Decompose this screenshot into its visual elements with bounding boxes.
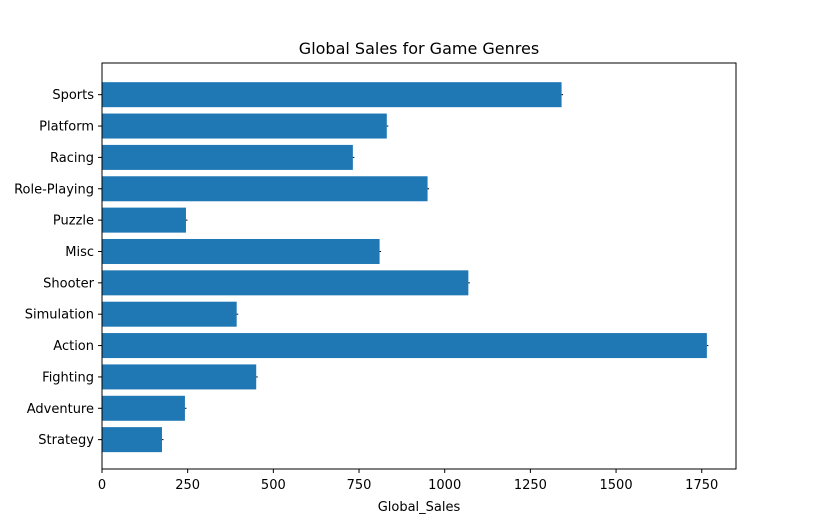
- y-tick-label-fighting: Fighting: [42, 370, 94, 385]
- y-tick-label-sports: Sports: [52, 88, 94, 103]
- y-tick-label-simulation: Simulation: [25, 308, 94, 323]
- y-tick-label-racing: Racing: [50, 151, 94, 166]
- y-tick-label-misc: Misc: [65, 245, 94, 260]
- x-tick-label: 1750: [685, 478, 718, 493]
- x-tick-label: 1000: [428, 478, 461, 493]
- y-tick-label-action: Action: [53, 339, 94, 354]
- x-tick-label: 0: [98, 478, 106, 493]
- y-tick-label-role-playing: Role-Playing: [14, 182, 94, 197]
- y-axis: Sports Platform Racing Role-Playing Puzzle Mi…: [14, 88, 102, 448]
- y-tick-label-platform: Platform: [39, 120, 94, 135]
- bar-misc: [102, 238, 380, 264]
- x-tick-label: 1500: [600, 478, 633, 493]
- x-tick-label: 250: [175, 478, 200, 493]
- y-tick-label-adventure: Adventure: [27, 402, 94, 417]
- x-tick-label: 750: [347, 478, 372, 493]
- bar-shooter: [102, 270, 469, 296]
- bar-action: [102, 333, 707, 359]
- plot-frame: [101, 62, 737, 470]
- bar-strategy: [102, 427, 162, 453]
- bar-platform: [102, 113, 387, 139]
- bar-fighting: [102, 364, 257, 390]
- x-tick-label: 500: [261, 478, 286, 493]
- x-axis: 0 250 500 750 1000 1250 1500 1750: [98, 469, 718, 493]
- chart-title: Global Sales for Game Genres: [299, 39, 539, 58]
- bar-simulation: [102, 301, 237, 327]
- y-tick-label-shooter: Shooter: [43, 276, 94, 291]
- bar-role-playing: [102, 176, 428, 202]
- bars-group: [102, 82, 709, 453]
- bar-sports: [102, 82, 562, 108]
- y-tick-label-puzzle: Puzzle: [53, 214, 94, 229]
- y-tick-label-strategy: Strategy: [38, 433, 94, 448]
- bar-puzzle: [102, 207, 186, 233]
- bar-adventure: [102, 395, 185, 421]
- x-tick-label: 1250: [514, 478, 547, 493]
- x-axis-label: Global_Sales: [378, 500, 461, 515]
- bar-racing: [102, 144, 353, 170]
